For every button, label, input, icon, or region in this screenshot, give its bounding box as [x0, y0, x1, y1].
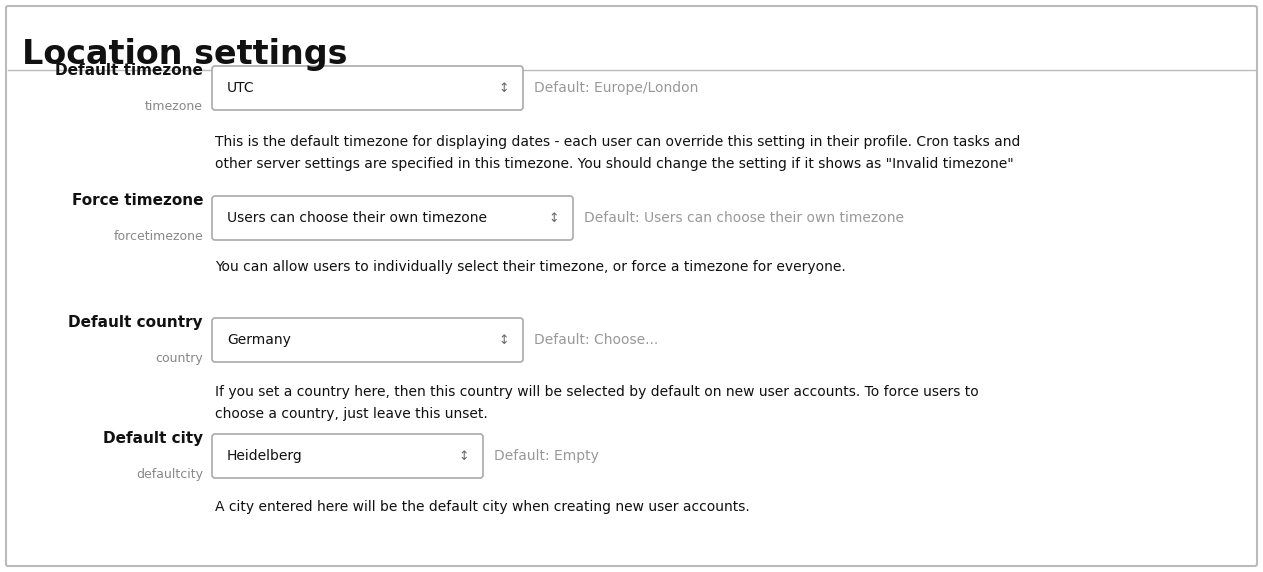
Text: ↕: ↕ — [458, 450, 470, 463]
Text: Users can choose their own timezone: Users can choose their own timezone — [227, 211, 488, 225]
Text: Force timezone: Force timezone — [72, 193, 203, 208]
Text: Location settings: Location settings — [21, 38, 347, 71]
Text: A city entered here will be the default city when creating new user accounts.: A city entered here will be the default … — [215, 500, 750, 514]
FancyBboxPatch shape — [212, 318, 523, 362]
Text: If you set a country here, then this country will be selected by default on new : If you set a country here, then this cou… — [215, 385, 979, 399]
Text: ↕: ↕ — [548, 212, 560, 224]
FancyBboxPatch shape — [212, 66, 523, 110]
Text: This is the default timezone for displaying dates - each user can override this : This is the default timezone for display… — [215, 135, 1021, 149]
Text: Default timezone: Default timezone — [56, 63, 203, 78]
Text: You can allow users to individually select their timezone, or force a timezone f: You can allow users to individually sele… — [215, 260, 846, 274]
Text: Default country: Default country — [68, 315, 203, 330]
FancyBboxPatch shape — [6, 6, 1257, 566]
Text: Default: Users can choose their own timezone: Default: Users can choose their own time… — [584, 211, 904, 225]
Text: ↕: ↕ — [499, 81, 509, 94]
Text: other server settings are specified in this timezone. You should change the sett: other server settings are specified in t… — [215, 157, 1014, 171]
Text: forcetimezone: forcetimezone — [114, 230, 203, 243]
Text: timezone: timezone — [145, 100, 203, 113]
Text: Default city: Default city — [102, 431, 203, 446]
Text: UTC: UTC — [227, 81, 255, 95]
Text: Default: Europe/London: Default: Europe/London — [534, 81, 698, 95]
Text: Germany: Germany — [227, 333, 290, 347]
Text: Default: Choose...: Default: Choose... — [534, 333, 658, 347]
Text: Default: Empty: Default: Empty — [494, 449, 599, 463]
FancyBboxPatch shape — [212, 196, 573, 240]
Text: defaultcity: defaultcity — [136, 468, 203, 481]
Text: choose a country, just leave this unset.: choose a country, just leave this unset. — [215, 407, 488, 421]
Text: Heidelberg: Heidelberg — [227, 449, 303, 463]
FancyBboxPatch shape — [212, 434, 482, 478]
Text: ↕: ↕ — [499, 333, 509, 347]
Text: country: country — [155, 352, 203, 365]
